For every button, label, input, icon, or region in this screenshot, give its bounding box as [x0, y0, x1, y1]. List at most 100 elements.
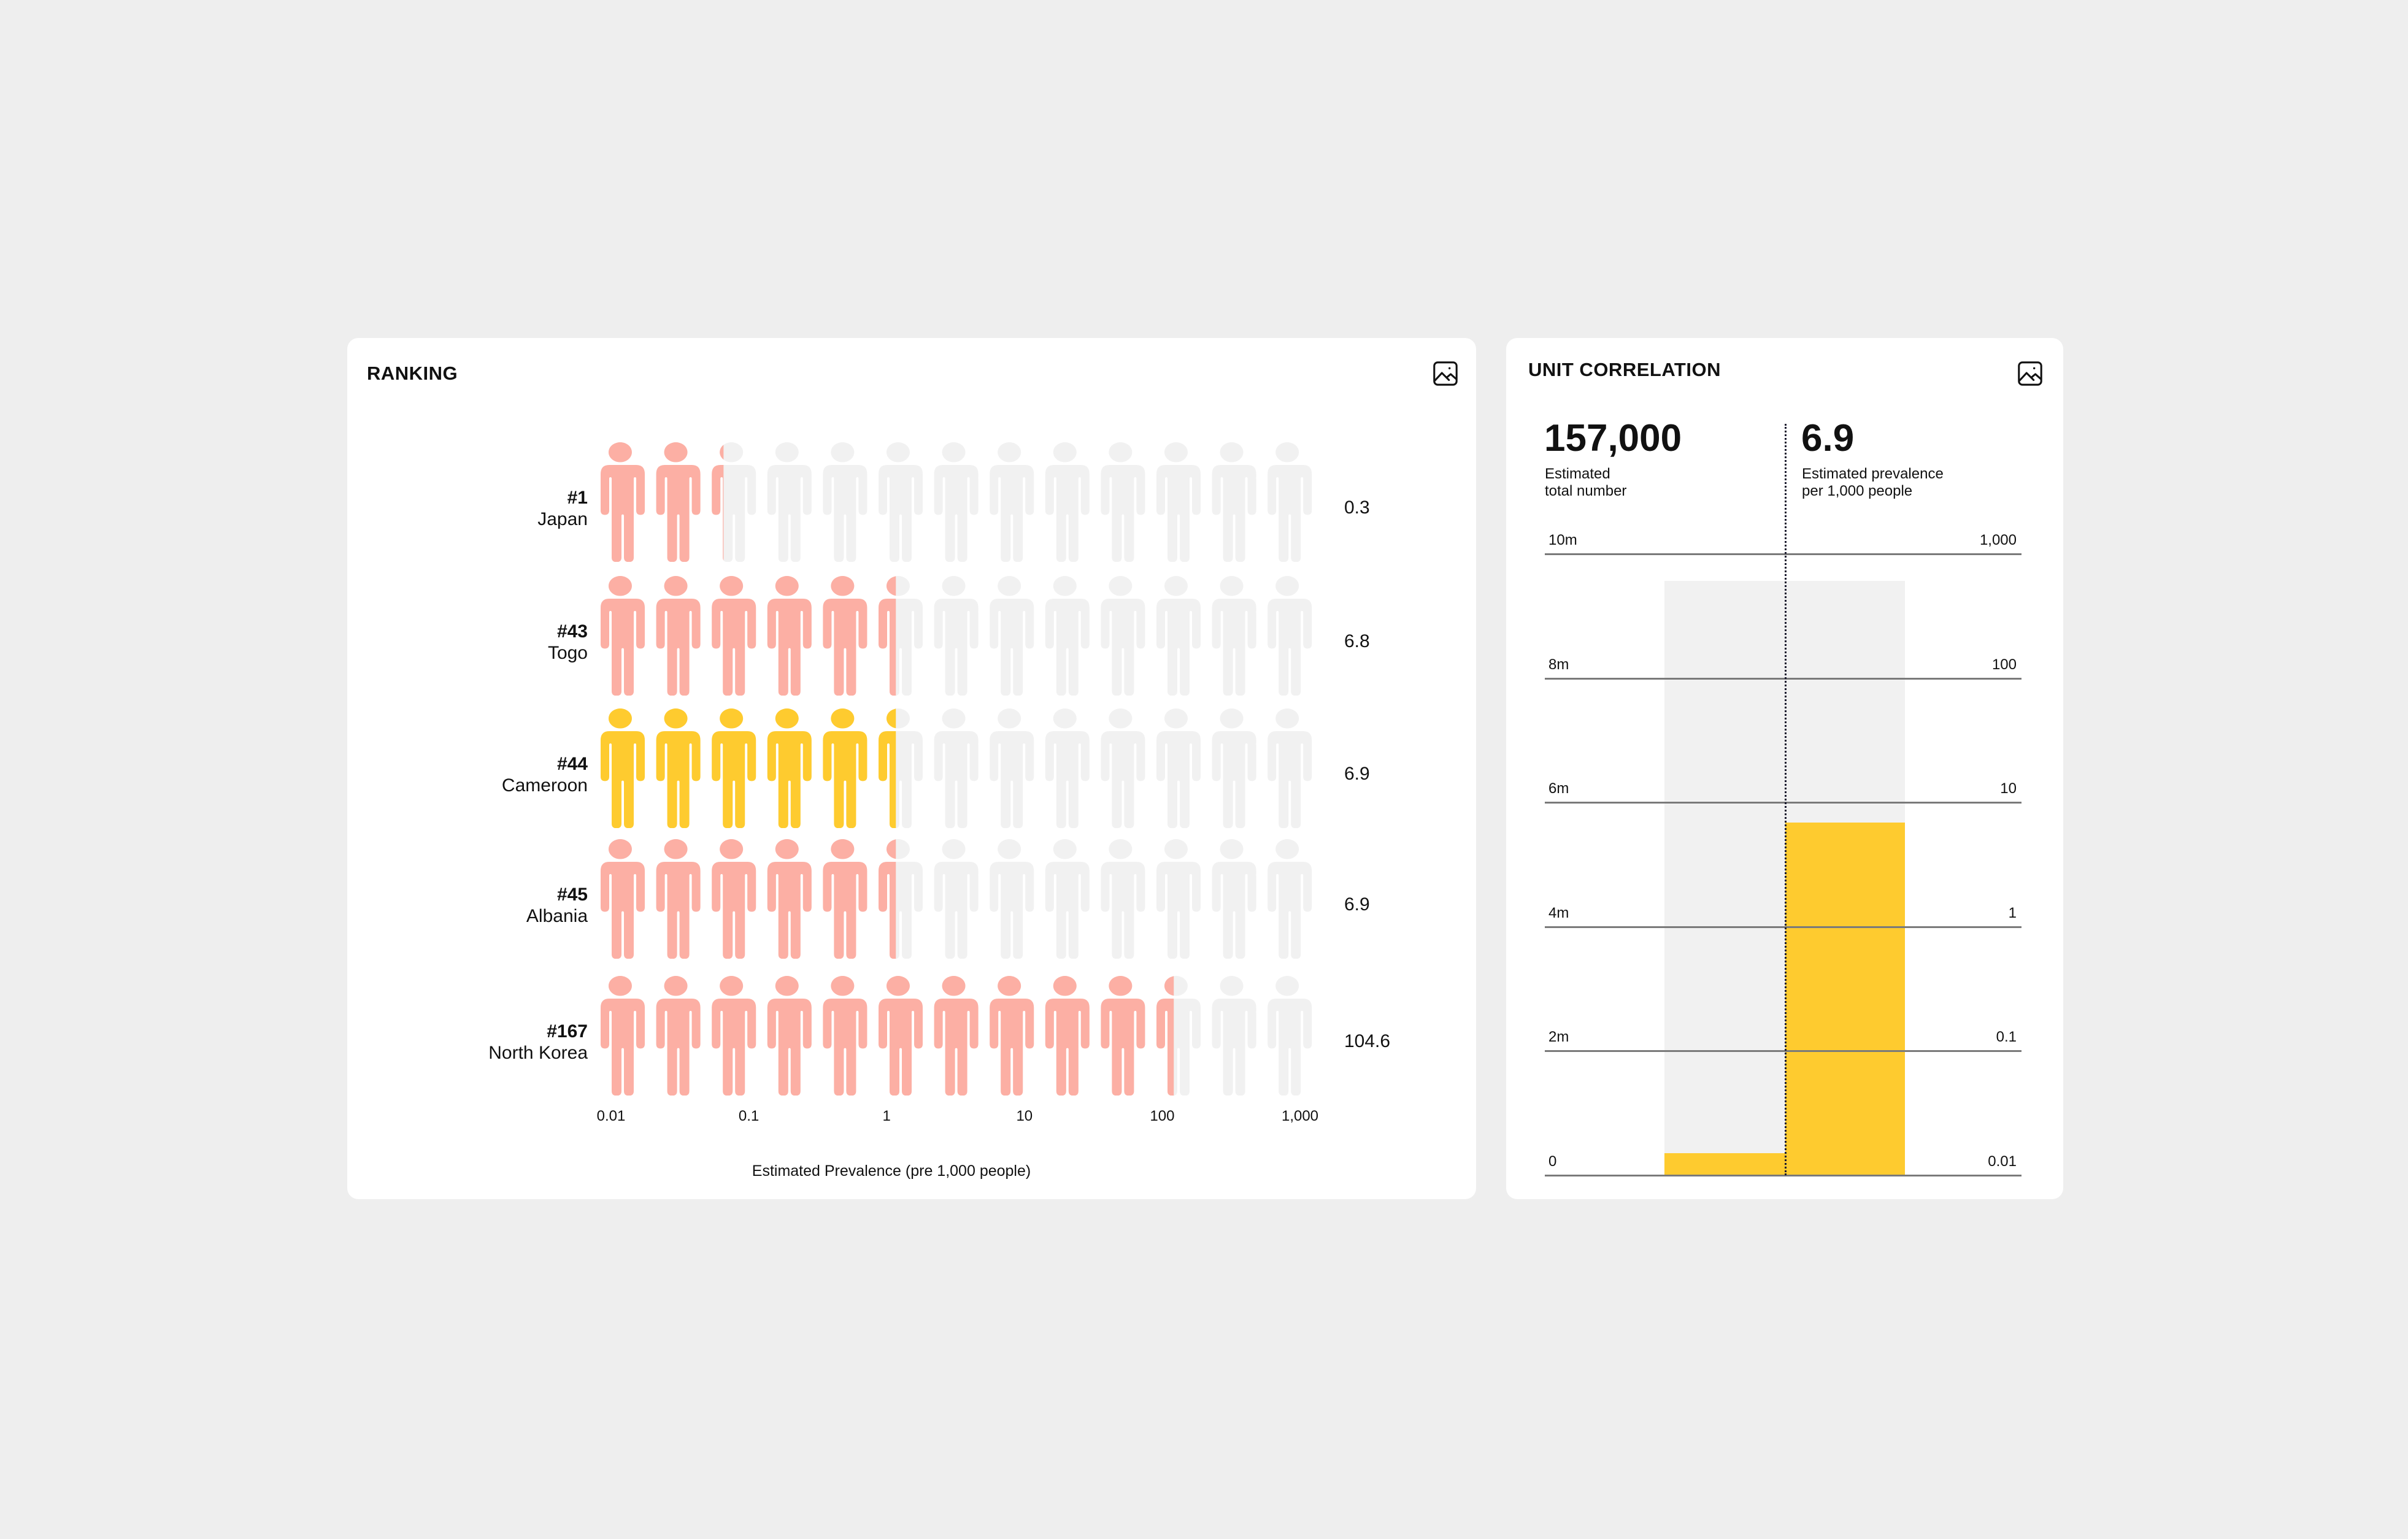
x-axis-title: Estimated Prevalence (pre 1,000 people) [752, 1162, 1031, 1180]
right-tick-label: 10 [2000, 780, 2017, 797]
person-icon-empty [823, 442, 867, 562]
row-label: #45 Albania [404, 884, 588, 927]
person-icon-filled [934, 976, 979, 1096]
person-icon-empty [1101, 442, 1145, 562]
total-number-bar [1664, 1153, 1785, 1175]
person-icon-empty [879, 442, 923, 562]
left-tick-label: 0 [1548, 1153, 1557, 1170]
unit-title: UNIT CORRELATION [1528, 359, 1721, 380]
gridline [1545, 677, 2021, 680]
figure-row [601, 576, 1312, 696]
person-icon-filled [823, 976, 867, 1096]
left-tick-label: 2m [1548, 1029, 1569, 1046]
left-tick-label: 8m [1548, 656, 1569, 673]
person-icon-filled [1156, 976, 1174, 1096]
person-icon-empty [1156, 576, 1201, 696]
person-icon-empty [934, 839, 979, 959]
ranking-title: RANKING [367, 363, 458, 384]
person-icon-filled [879, 708, 896, 828]
person-icon-filled [823, 839, 867, 959]
person-icon-empty [1045, 708, 1090, 828]
x-tick-label: 0.1 [738, 1108, 760, 1124]
person-icon-empty [1156, 708, 1201, 828]
person-icon-empty [1212, 442, 1256, 562]
person-icon-empty [934, 442, 979, 562]
person-icon-filled [879, 576, 896, 696]
person-icon-empty [1212, 576, 1256, 696]
filled-figures [601, 576, 896, 696]
person-icon-filled [767, 576, 812, 696]
row-value: 104.6 [1344, 1031, 1391, 1051]
person-icon-empty [934, 576, 979, 696]
person-icon-empty [1156, 442, 1201, 562]
gridline [1545, 1050, 2021, 1053]
person-icon-empty [990, 442, 1034, 562]
ranking-card: RANKING #1 Japan 0.3 #43 Togo 6.8 #44 Cameroon 6… [347, 338, 1476, 1199]
person-icon-filled [656, 442, 701, 562]
filled-figures [601, 839, 896, 959]
left-tick-label: 4m [1548, 904, 1569, 921]
row-value: 6.9 [1344, 764, 1370, 784]
person-icon-filled [879, 839, 896, 959]
person-icon-filled [823, 576, 867, 696]
person-icon-empty [1267, 576, 1312, 696]
figure-row [601, 976, 1312, 1096]
person-icon-filled [823, 708, 867, 828]
person-icon-filled [712, 839, 756, 959]
person-icon-empty [1045, 576, 1090, 696]
image-icon[interactable] [1431, 359, 1460, 388]
person-icon-empty [767, 442, 812, 562]
right-tick-label: 0.01 [1988, 1153, 2017, 1170]
person-icon-filled [601, 576, 645, 696]
total-number-value: 157,000 [1544, 417, 1682, 459]
person-icon-empty [1212, 976, 1256, 1096]
country-label: Japan [537, 509, 588, 529]
total-number-label: Estimated total number [1545, 466, 1627, 499]
rank-label: #45 [556, 885, 588, 905]
person-icon-empty [1212, 708, 1256, 828]
prevalence-value: 6.9 [1801, 417, 1855, 459]
x-tick-label: 10 [1016, 1108, 1033, 1124]
person-icon-empty [1045, 442, 1090, 562]
person-icon-empty [990, 708, 1034, 828]
right-tick-label: 1 [2008, 904, 2017, 921]
person-icon-filled [767, 839, 812, 959]
person-icon-empty [1267, 976, 1312, 1096]
person-icon-filled [712, 708, 756, 828]
person-icon-empty [1156, 839, 1201, 959]
rank-label: #44 [556, 754, 588, 774]
prevalence-bar [1785, 822, 1905, 1175]
divider-dashed-line [1785, 424, 1787, 1175]
right-tick-label: 100 [1991, 656, 2017, 673]
person-icon-filled [601, 976, 645, 1096]
person-icon-filled [879, 976, 923, 1096]
image-icon[interactable] [2016, 359, 2044, 388]
rank-label: #167 [547, 1021, 588, 1042]
row-value: 6.9 [1344, 894, 1370, 915]
person-icon-filled [656, 839, 701, 959]
person-icon-empty [1101, 708, 1145, 828]
person-icon-filled [656, 576, 701, 696]
person-icon-empty [990, 839, 1034, 959]
person-icon-empty [1101, 576, 1145, 696]
person-icon-empty [1101, 839, 1145, 959]
x-tick-label: 100 [1150, 1108, 1175, 1124]
rank-label: #1 [567, 488, 588, 508]
gridline [1545, 926, 2021, 928]
person-icon-empty [1267, 708, 1312, 828]
person-icon-filled [712, 976, 756, 1096]
right-tick-label: 0.1 [1996, 1029, 2017, 1046]
person-icon-filled [1101, 976, 1145, 1096]
person-icon-filled [712, 576, 756, 696]
gridline [1545, 1175, 2021, 1176]
x-tick-label: 1 [882, 1108, 891, 1124]
left-tick-label: 6m [1548, 780, 1569, 797]
person-icon-filled [601, 708, 645, 828]
person-icon-empty [934, 708, 979, 828]
country-label: North Korea [488, 1043, 588, 1063]
person-icon-filled [1045, 976, 1090, 1096]
figure-row [601, 839, 1312, 959]
person-icon-empty [1267, 442, 1312, 562]
rank-label: #43 [556, 621, 588, 642]
unit-correlation-card: UNIT CORRELATION 157,000 Estimated total … [1506, 338, 2063, 1199]
